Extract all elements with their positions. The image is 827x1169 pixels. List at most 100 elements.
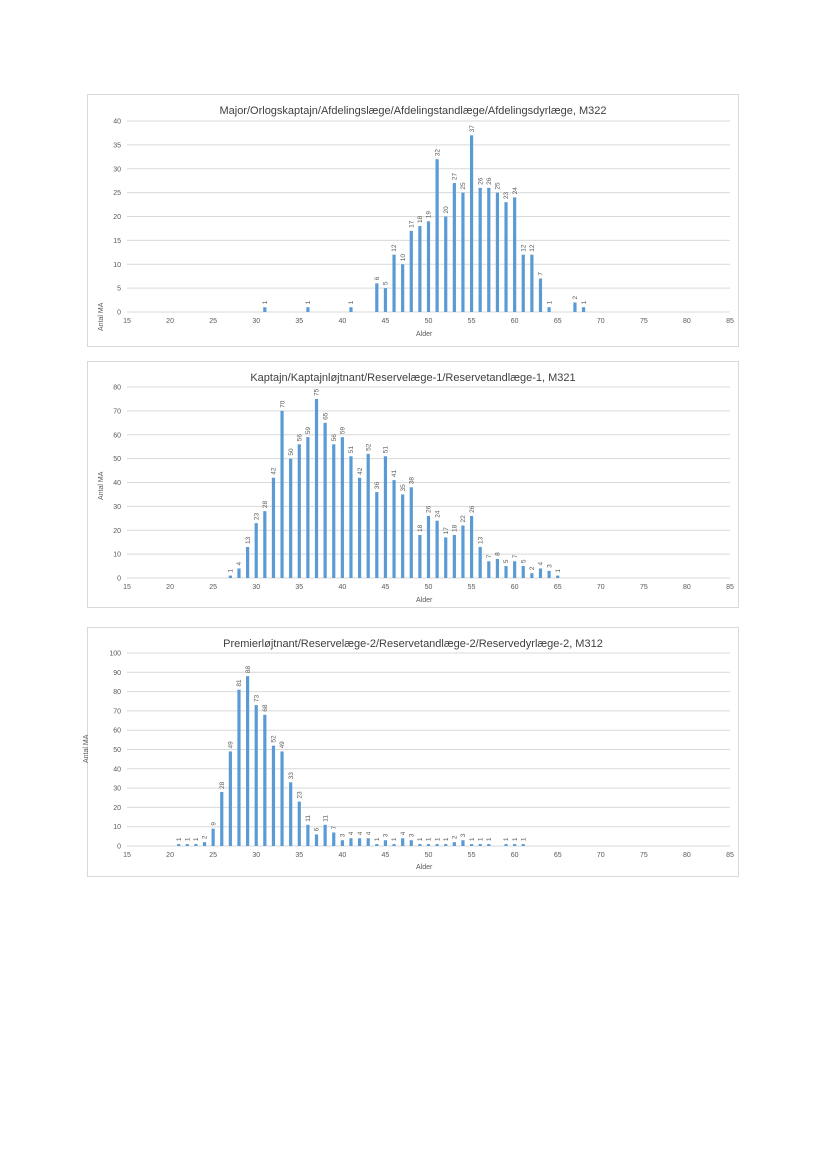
y-tick-label: 10	[113, 552, 121, 559]
bar	[435, 844, 439, 846]
bar	[375, 844, 379, 846]
data-label: 2	[572, 295, 579, 299]
y-tick-label: 25	[113, 190, 121, 197]
bar	[228, 751, 232, 846]
data-label: 17	[443, 527, 450, 535]
bar	[444, 216, 448, 312]
data-label: 59	[305, 427, 312, 435]
data-label: 2	[202, 835, 209, 839]
bar	[366, 453, 370, 578]
bar	[409, 230, 413, 312]
y-tick-label: 40	[113, 480, 121, 487]
bar	[392, 254, 396, 312]
data-label: 23	[503, 192, 510, 200]
bar	[332, 832, 336, 846]
data-label: 65	[322, 412, 329, 420]
data-label: 51	[348, 446, 355, 454]
bar	[280, 410, 284, 578]
data-label: 11	[305, 815, 312, 822]
data-label: 1	[546, 300, 553, 304]
bar	[185, 844, 189, 846]
x-tick-label: 30	[252, 318, 260, 325]
bar	[323, 824, 327, 846]
bar	[538, 568, 543, 578]
data-label: 1	[176, 837, 183, 841]
x-tick-label: 50	[425, 852, 433, 859]
data-label: 13	[477, 536, 484, 544]
x-tick-label: 85	[726, 318, 734, 325]
data-label: 1	[469, 837, 476, 841]
data-label: 3	[383, 833, 390, 837]
bar	[521, 254, 525, 312]
bar	[469, 844, 474, 846]
data-label: 56	[331, 434, 338, 442]
bar	[211, 828, 215, 846]
bar	[263, 511, 267, 578]
data-label: 1	[185, 837, 192, 841]
x-tick-label: 15	[123, 318, 131, 325]
data-label: 1	[417, 837, 424, 841]
data-label: 11	[322, 815, 329, 822]
data-label: 1	[305, 300, 312, 304]
bar	[349, 307, 353, 312]
data-label: 6	[374, 276, 381, 280]
data-label: 1	[193, 837, 200, 841]
y-tick-label: 60	[113, 432, 121, 439]
bar	[220, 791, 224, 846]
bar	[401, 264, 405, 312]
bar	[581, 307, 586, 312]
bar	[289, 458, 293, 578]
data-label: 20	[443, 206, 450, 214]
data-label: 3	[340, 833, 347, 837]
bar	[401, 838, 405, 846]
data-label: 13	[245, 536, 252, 544]
y-tick-label: 50	[113, 456, 121, 463]
bar	[254, 523, 258, 578]
bar	[263, 714, 267, 846]
data-label: 32	[434, 149, 441, 157]
x-tick-label: 80	[683, 318, 691, 325]
bar	[383, 840, 388, 846]
bar	[237, 689, 241, 846]
data-label: 33	[288, 772, 295, 780]
bar	[392, 844, 396, 846]
data-label: 24	[434, 510, 441, 518]
bar	[452, 535, 456, 578]
y-tick-label: 90	[113, 670, 121, 677]
data-label: 42	[271, 467, 278, 475]
bar	[478, 546, 482, 578]
data-label: 1	[520, 837, 527, 841]
data-label: 25	[460, 182, 467, 190]
data-label: 56	[296, 434, 303, 442]
bar	[340, 437, 344, 578]
bar	[530, 254, 534, 312]
data-label: 28	[262, 501, 269, 509]
data-label: 50	[288, 448, 295, 456]
x-tick-label: 20	[166, 584, 174, 591]
y-tick-label: 10	[113, 262, 121, 269]
x-tick-label: 20	[166, 852, 174, 859]
bar	[392, 480, 396, 578]
data-label: 7	[538, 272, 545, 276]
data-label: 1	[262, 300, 269, 304]
bar	[547, 307, 551, 312]
chart-panel-m321: Kaptajn/Kaptajnløjtnant/Reservelæge-1/Re…	[87, 361, 739, 608]
data-label: 26	[477, 177, 484, 185]
data-label: 18	[417, 215, 424, 223]
bar	[271, 745, 276, 846]
data-label: 36	[374, 481, 381, 489]
bar	[556, 575, 560, 578]
x-tick-label: 35	[295, 318, 303, 325]
bar	[452, 842, 456, 846]
x-tick-label: 40	[338, 584, 346, 591]
bar	[340, 840, 344, 846]
data-label: 1	[486, 837, 493, 841]
bar	[426, 844, 431, 846]
bar	[495, 558, 500, 578]
y-tick-label: 40	[113, 766, 121, 773]
bar	[435, 520, 439, 578]
data-label: 2	[529, 566, 536, 570]
data-label: 5	[520, 559, 527, 563]
data-label: 51	[383, 446, 390, 454]
